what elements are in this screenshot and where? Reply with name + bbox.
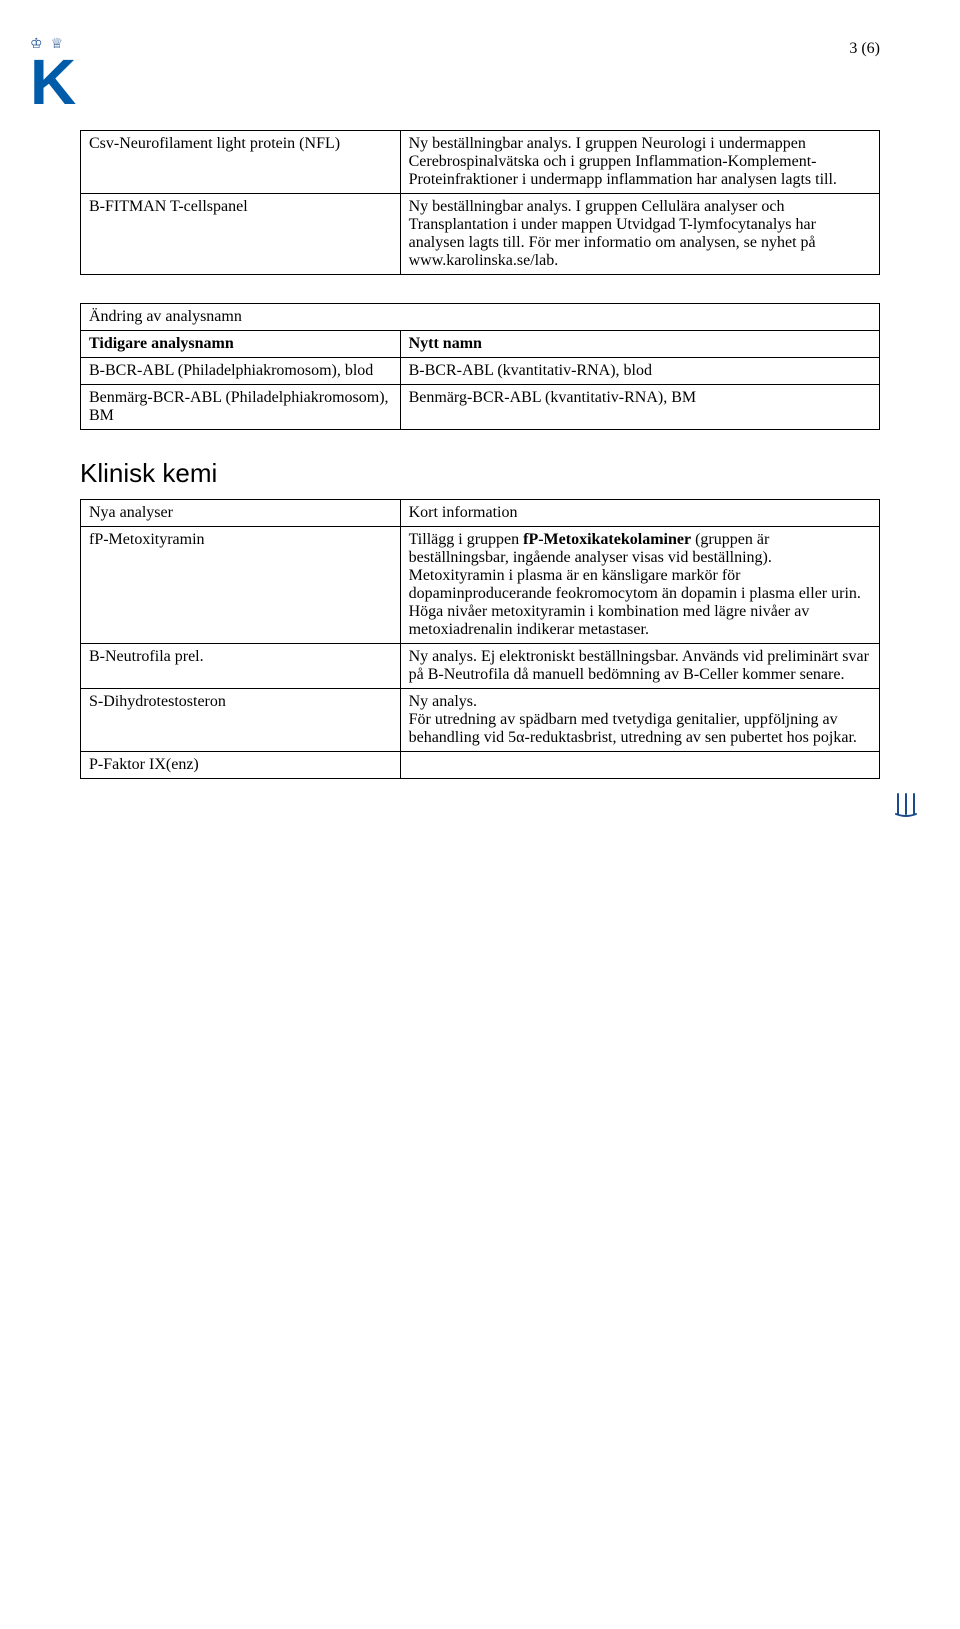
col-header-left: Tidigare analysnamn: [81, 331, 401, 358]
table-header-row: Nya analyser Kort information: [81, 500, 880, 527]
table-header-row: Ändring av analysnamn: [81, 304, 880, 331]
cell-right: B-BCR-ABL (kvantitativ-RNA), blod: [400, 358, 879, 385]
table-klinisk-kemi: Nya analyser Kort information fP-Metoxit…: [80, 499, 880, 779]
table-analyses-1: Csv-Neurofilament light protein (NFL) Ny…: [80, 130, 880, 275]
cell-right: Ny analys. För utredning av spädbarn med…: [400, 689, 879, 752]
cell-right: Benmärg-BCR-ABL (kvantitativ-RNA), BM: [400, 385, 879, 430]
table-name-changes: Ändring av analysnamn Tidigare analysnam…: [80, 303, 880, 430]
table-row: B-Neutrofila prel. Ny analys. Ej elektro…: [81, 644, 880, 689]
table-row: B-FITMAN T-cellspanel Ny beställningbar …: [81, 194, 880, 275]
cell-right: [400, 752, 879, 779]
table-row: P-Faktor IX(enz): [81, 752, 880, 779]
cell-left: fP-Metoxityramin: [81, 527, 401, 644]
footer-icon: [892, 790, 920, 825]
text-bold: fP-Metoxikatekolaminer: [523, 531, 691, 548]
col-header-left: Nya analyser: [81, 500, 401, 527]
cell-left: S-Dihydrotestosteron: [81, 689, 401, 752]
table-row: Csv-Neurofilament light protein (NFL) Ny…: [81, 131, 880, 194]
cell-left: B-BCR-ABL (Philadelphiakromosom), blod: [81, 358, 401, 385]
page-number: 3 (6): [849, 40, 880, 58]
table-row: Benmärg-BCR-ABL (Philadelphiakromosom), …: [81, 385, 880, 430]
cell-left: B-FITMAN T-cellspanel: [81, 194, 401, 275]
logo-letter: K: [30, 55, 74, 109]
table-row: B-BCR-ABL (Philadelphiakromosom), blod B…: [81, 358, 880, 385]
cell-left: Csv-Neurofilament light protein (NFL): [81, 131, 401, 194]
cell-left: Benmärg-BCR-ABL (Philadelphiakromosom), …: [81, 385, 401, 430]
table-column-headers: Tidigare analysnamn Nytt namn: [81, 331, 880, 358]
col-header-right: Nytt namn: [400, 331, 879, 358]
cell-left: P-Faktor IX(enz): [81, 752, 401, 779]
cell-right: Tillägg i gruppen fP-Metoxikatekolaminer…: [400, 527, 879, 644]
cell-right: Ny beställningbar analys. I gruppen Cell…: [400, 194, 879, 275]
text-pre: Tillägg i gruppen: [409, 531, 524, 548]
table-row: fP-Metoxityramin Tillägg i gruppen fP-Me…: [81, 527, 880, 644]
logo: ♔ ♕ K: [30, 36, 74, 109]
cell-left: B-Neutrofila prel.: [81, 644, 401, 689]
cell-right: Ny analys. Ej elektroniskt beställningsb…: [400, 644, 879, 689]
section-header: Ändring av analysnamn: [81, 304, 880, 331]
page-content: Csv-Neurofilament light protein (NFL) Ny…: [80, 130, 880, 779]
col-header-right: Kort information: [400, 500, 879, 527]
section-title-klinisk-kemi: Klinisk kemi: [80, 458, 880, 489]
table-row: S-Dihydrotestosteron Ny analys. För utre…: [81, 689, 880, 752]
cell-right: Ny beställningbar analys. I gruppen Neur…: [400, 131, 879, 194]
